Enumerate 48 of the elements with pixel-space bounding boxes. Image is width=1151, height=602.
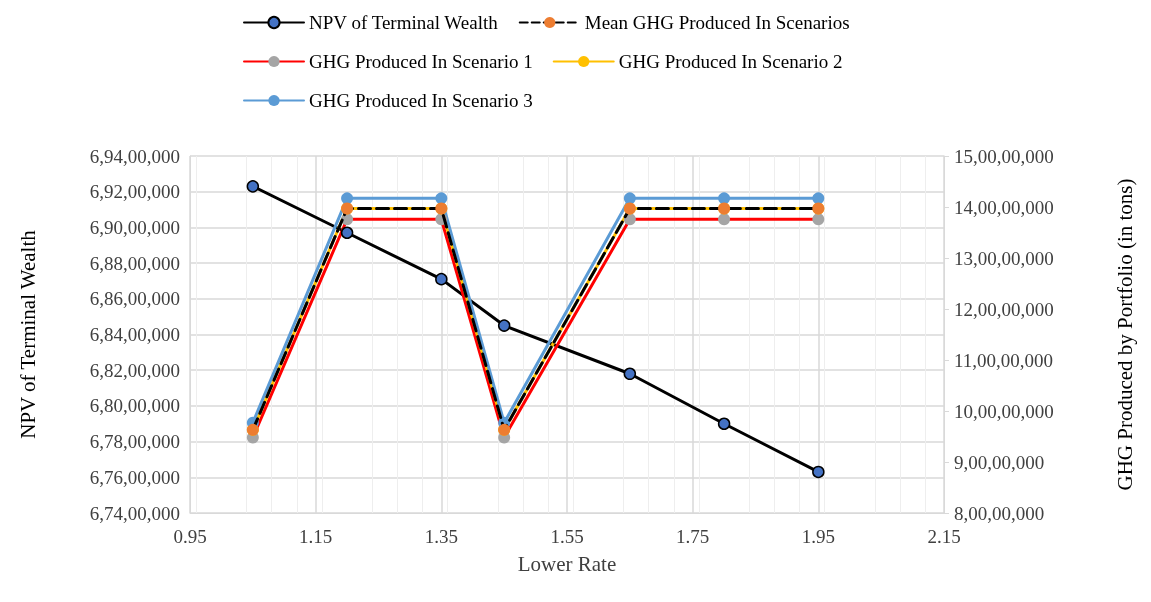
y-tick-label: 6,88,00,000 xyxy=(89,252,180,274)
y2-tick-label: 15,00,00,000 xyxy=(954,145,1054,167)
y-tick-label: 6,78,00,000 xyxy=(89,431,180,453)
y2-tick-label: 12,00,00,000 xyxy=(954,298,1054,320)
point xyxy=(623,367,637,381)
point xyxy=(623,192,636,205)
x-tick-label: 1.75 xyxy=(676,526,710,547)
y2-tick-label: 10,00,00,000 xyxy=(954,400,1054,422)
y-tick-label: 6,90,00,000 xyxy=(89,216,180,238)
point xyxy=(812,213,825,226)
y-tick-label: 6,74,00,000 xyxy=(89,502,180,524)
y-axis-title: NPV of Terminal Wealth xyxy=(15,229,40,439)
x-tick-label: 0.95 xyxy=(173,526,207,547)
y-tick-label: 6,84,00,000 xyxy=(89,324,180,345)
y2-tick-label: 13,00,00,000 xyxy=(954,247,1054,269)
y2-tick-label: 14,00,00,000 xyxy=(954,196,1054,218)
point xyxy=(497,319,511,332)
y-tick-label: 6,82,00,000 xyxy=(89,359,180,381)
point xyxy=(246,180,260,193)
point xyxy=(718,192,731,205)
x-tick-label: 2.15 xyxy=(927,526,961,547)
point xyxy=(812,192,825,205)
y-tick-label: 6,80,00,000 xyxy=(89,395,180,417)
legend-label: Mean GHG Produced In Scenarios xyxy=(584,12,850,33)
x-axis-title: Lower Rate xyxy=(517,551,617,576)
x-tick-label: 1.35 xyxy=(424,526,458,547)
legend-label: GHG Produced In Scenario 1 xyxy=(309,51,533,72)
y2-tick-label: 9,00,00,000 xyxy=(954,451,1045,473)
point xyxy=(717,417,731,430)
x-tick-label: 1.15 xyxy=(299,526,333,547)
legend-label: GHG Produced In Scenario 3 xyxy=(309,90,533,111)
x-tick-label: 1.55 xyxy=(550,526,584,547)
legend-label: GHG Produced In Scenario 2 xyxy=(618,51,843,72)
y2-tick-label: 11,00,00,000 xyxy=(954,349,1054,371)
y-tick-label: 6,76,00,000 xyxy=(89,466,180,488)
y-tick-label: 6,92,00,000 xyxy=(89,181,180,203)
y-tick-label: 6,94,00,000 xyxy=(89,145,180,167)
point xyxy=(341,192,354,205)
y2-tick-label: 8,00,00,000 xyxy=(954,502,1045,524)
point xyxy=(340,226,354,239)
y-tick-label: 6,86,00,000 xyxy=(89,288,180,310)
y2-axis-title: GHG Produced by Portfolio (in tons) xyxy=(1112,178,1137,491)
point xyxy=(812,465,825,479)
point xyxy=(435,272,448,286)
legend-label: NPV of Terminal Wealth xyxy=(309,12,499,33)
point xyxy=(435,192,448,205)
x-tick-label: 1.95 xyxy=(801,526,835,547)
point xyxy=(718,213,731,226)
